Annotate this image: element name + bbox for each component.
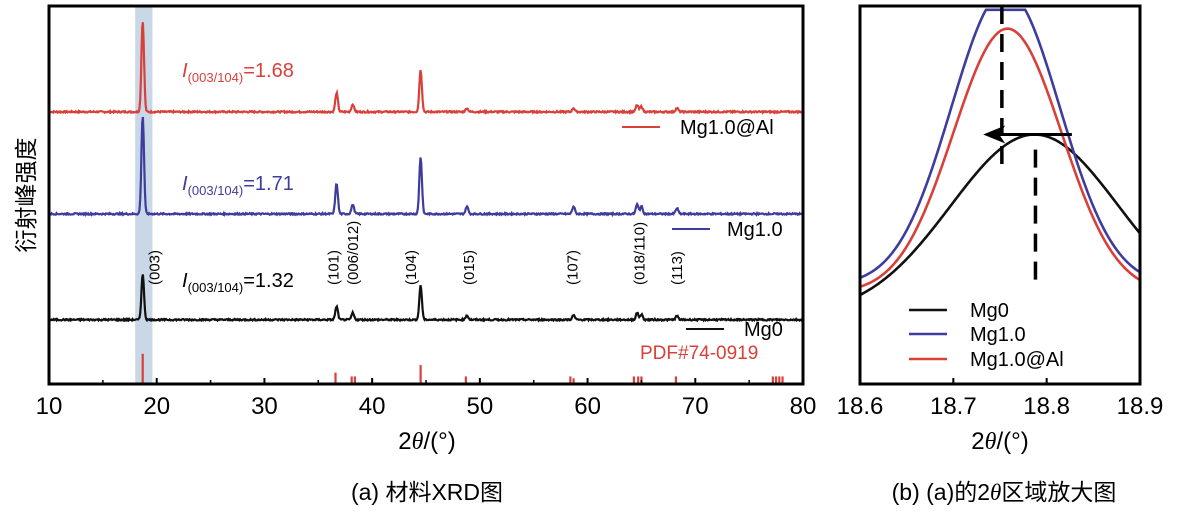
- x-tick-label: 20: [143, 393, 170, 420]
- ratio-prefix: I: [182, 270, 188, 292]
- panel-a-x-axis-title: 2θ/(°): [398, 428, 455, 455]
- x-title-prefix: 2: [971, 428, 984, 455]
- legend-label-mg10: Mg1.0: [727, 219, 783, 241]
- zoom-curve-mg10al: [859, 27, 1141, 289]
- panel-b-caption: (b) (a)的2θ区域放大图: [892, 479, 1117, 505]
- x-tick-label: 30: [251, 393, 278, 420]
- legend-b-label-mg10al: Mg1.0@Al: [970, 349, 1064, 371]
- ratio-value: =1.71: [243, 173, 294, 195]
- hkl-label: (113): [669, 251, 686, 285]
- xrd-pattern-mg10: [48, 116, 804, 218]
- legend-label-mg10al: Mg1.0@Al: [680, 117, 774, 139]
- legend-label-mg0: Mg0: [744, 319, 783, 341]
- panel-b-x-axis-title: 2θ/(°): [971, 428, 1028, 455]
- x-tick-label: 60: [574, 393, 601, 420]
- x-tick-label: 40: [359, 393, 386, 420]
- ratio-sub: (003/104): [188, 183, 244, 198]
- hkl-label: (018/110): [631, 222, 648, 285]
- x-tick-label: 50: [467, 393, 494, 420]
- x-tick-label: 18.8: [1023, 393, 1070, 420]
- ratio-label-mg0: I(003/104)=1.32: [182, 270, 294, 295]
- legend-b-label-mg0: Mg0: [970, 300, 1009, 322]
- panel-a: 10 20 30 40 50 60 70 80 衍射峰强度 2θ/(°) (a) 材料XRD图…: [13, 4, 817, 505]
- x-title-symbol: θ: [985, 429, 997, 455]
- hkl-label: (015): [461, 250, 478, 285]
- panel-a-series: [48, 22, 804, 323]
- hkl-label: (107): [565, 250, 582, 285]
- ratio-value: =1.32: [243, 270, 294, 292]
- reference-pdf-label: PDF#74-0919: [640, 343, 758, 364]
- hkl-label: (101): [325, 250, 342, 285]
- x-tick-label: 80: [790, 393, 817, 420]
- caption-b-suffix: 区域放大图: [1001, 479, 1116, 505]
- ratio-label-mg10: I(003/104)=1.71: [182, 173, 294, 198]
- panel-b: 18.6 18.7 18.8 18.9 Mg0 Mg1.0 Mg1.0@Al 2θ/(…: [837, 4, 1164, 505]
- zoom-curve-mg10: [859, 8, 1141, 279]
- zoom-curve-mg0: [859, 133, 1142, 297]
- panel-b-frame: [858, 4, 1142, 386]
- x-tick-label: 18.7: [930, 393, 977, 420]
- x-title-symbol: θ: [412, 429, 424, 455]
- caption-b-prefix: (b) (a)的2: [892, 479, 990, 505]
- panel-a-caption: (a) 材料XRD图: [351, 479, 503, 505]
- hkl-label: (104): [403, 250, 420, 285]
- xrd-pattern-mg10al: [48, 22, 804, 115]
- ratio-sub: (003/104): [188, 70, 244, 85]
- panel-a-frame: [47, 4, 805, 386]
- caption-b-symbol: θ: [990, 480, 1001, 505]
- x-tick-label: 70: [682, 393, 709, 420]
- x-tick-label: 10: [36, 393, 63, 420]
- x-title-suffix: /(°): [423, 428, 455, 455]
- ratio-label-mg10al: I(003/104)=1.68: [182, 60, 294, 85]
- hkl-label: (006/012): [345, 221, 362, 285]
- hkl-annotations: (003) (101) (006/012) (104) (015) (107) (018/1…: [147, 221, 686, 285]
- shift-arrow-head-icon: [983, 125, 1006, 144]
- panel-b-markers: [983, 6, 1072, 286]
- x-tick-label: 18.6: [837, 393, 884, 420]
- ratio-sub: (003/104): [188, 280, 244, 295]
- x-title-prefix: 2: [398, 428, 411, 455]
- ratio-prefix: I: [182, 173, 188, 195]
- x-tick-label: 18.9: [1117, 393, 1164, 420]
- xrd-pattern-mg0: [48, 274, 804, 323]
- panel-b-x-ticks: 18.6 18.7 18.8 18.9: [837, 378, 1164, 420]
- x-title-suffix: /(°): [996, 428, 1028, 455]
- panel-a-x-ticks: 10 20 30 40 50 60 70 80: [36, 378, 817, 420]
- panel-b-legend: Mg0 Mg1.0 Mg1.0@Al: [909, 300, 1064, 371]
- ratio-value: =1.68: [243, 60, 294, 82]
- y-axis-label: 衍射峰强度: [13, 138, 39, 253]
- hkl-label: (003): [147, 250, 164, 285]
- panel-b-series: [859, 8, 1142, 297]
- ratio-prefix: I: [182, 60, 188, 82]
- legend-b-label-mg10: Mg1.0: [970, 324, 1026, 346]
